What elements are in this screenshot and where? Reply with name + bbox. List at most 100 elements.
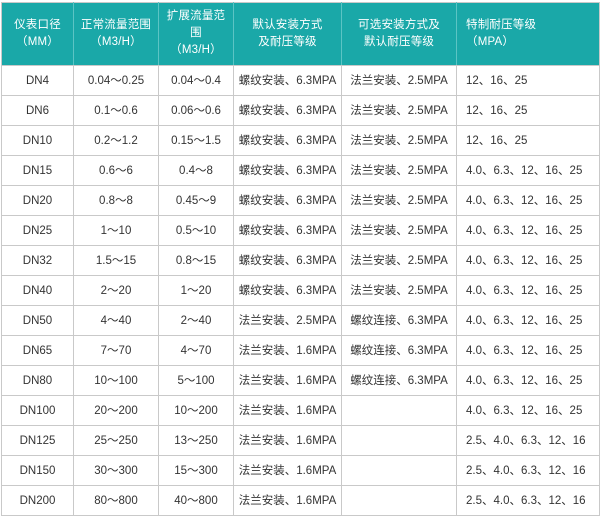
column-header-line: 特制耐压等级 bbox=[466, 18, 537, 31]
cell-normal-flow: 1～10 bbox=[73, 215, 159, 246]
column-header-line: 默认耐压等级 bbox=[363, 35, 435, 48]
cell-normal-flow: 0.6～6 bbox=[73, 155, 159, 186]
cell-caliber: DN100 bbox=[1, 395, 74, 426]
cell-default-install: 法兰安装、1.6MPA bbox=[233, 455, 342, 486]
table-row: DN15 0.6～6 0.4～8 螺纹安装、6.3MPA 法兰安装、2.5MPA 4.0、… bbox=[1, 155, 600, 186]
cell-special-pressure: 4.0、6.3、12、16、25 bbox=[456, 155, 600, 186]
cell-caliber: DN15 bbox=[1, 155, 74, 186]
cell-default-install: 法兰安装、1.6MPA bbox=[233, 365, 342, 396]
column-header-line: （MM） bbox=[16, 35, 59, 48]
cell-normal-flow: 25～250 bbox=[73, 425, 159, 456]
table-row: DN65 7～70 4～70 法兰安装、1.6MPA 螺纹连接、6.3MPA 4.0、6.… bbox=[1, 335, 600, 366]
cell-extended-flow: 40～800 bbox=[158, 485, 234, 516]
cell-default-install: 法兰安装、1.6MPA bbox=[233, 335, 342, 366]
table-row: DN80 10～100 5～100 法兰安装、1.6MPA 螺纹连接、6.3MPA 4.0… bbox=[1, 365, 600, 396]
cell-optional-install: 法兰安装、2.5MPA bbox=[341, 65, 457, 96]
cell-normal-flow: 7～70 bbox=[73, 335, 159, 366]
cell-optional-install: 螺纹连接、6.3MPA bbox=[341, 305, 457, 336]
column-header-line: 正常流量范围 bbox=[80, 18, 152, 31]
cell-normal-flow: 4～40 bbox=[73, 305, 159, 336]
cell-default-install: 螺纹安装、6.3MPA bbox=[233, 125, 342, 156]
table-row: DN25 1～10 0.5～10 螺纹安装、6.3MPA 法兰安装、2.5MPA 4.0、… bbox=[1, 215, 600, 246]
cell-extended-flow: 1～20 bbox=[158, 275, 234, 306]
cell-optional-install: 法兰安装、2.5MPA bbox=[341, 185, 457, 216]
cell-normal-flow: 0.2～1.2 bbox=[73, 125, 159, 156]
column-header-line: 及耐压等级 bbox=[258, 35, 317, 48]
cell-special-pressure: 4.0、6.3、12、16、25 bbox=[456, 275, 600, 306]
cell-extended-flow: 0.4～8 bbox=[158, 155, 234, 186]
cell-optional-install: 法兰安装、2.5MPA bbox=[341, 155, 457, 186]
column-header-line: 仪表口径 bbox=[14, 18, 61, 31]
table-row: DN200 80～800 40～800 法兰安装、1.6MPA 2.5、4.0、6.3… bbox=[1, 485, 600, 516]
cell-special-pressure: 12、16、25 bbox=[456, 65, 600, 96]
cell-caliber: DN125 bbox=[1, 425, 74, 456]
table-row: DN6 0.1～0.6 0.06～0.6 螺纹安装、6.3MPA 法兰安装、2.5MPA… bbox=[1, 95, 600, 126]
cell-caliber: DN200 bbox=[1, 485, 74, 516]
cell-special-pressure: 2.5、4.0、6.3、12、16 bbox=[456, 455, 600, 486]
column-header-caliber: 仪表口径 （MM） bbox=[1, 2, 74, 66]
column-header-line: （M3/H） bbox=[170, 44, 222, 56]
cell-optional-install: 螺纹连接、6.3MPA bbox=[341, 335, 457, 366]
table-row: DN125 25～250 13～250 法兰安装、1.6MPA 2.5、4.0、6.3… bbox=[1, 425, 600, 456]
cell-extended-flow: 5～100 bbox=[158, 365, 234, 396]
table-row: DN100 20～200 10～200 法兰安装、1.6MPA 4.0、6.3、12、… bbox=[1, 395, 600, 426]
table-row: DN20 0.8～8 0.45～9 螺纹安装、6.3MPA 法兰安装、2.5MPA 4.0… bbox=[1, 185, 600, 216]
cell-optional-install: 法兰安装、2.5MPA bbox=[341, 215, 457, 246]
cell-extended-flow: 0.8～15 bbox=[158, 245, 234, 276]
column-header-special-pressure: 特制耐压等级 （MPA） bbox=[456, 2, 600, 66]
table-header: 仪表口径 （MM） 正常流量范围 （M3/H） 扩展流量范围 （M3/H） 默认安装方… bbox=[1, 2, 600, 66]
cell-default-install: 螺纹安装、6.3MPA bbox=[233, 215, 342, 246]
cell-default-install: 螺纹安装、6.3MPA bbox=[233, 275, 342, 306]
cell-special-pressure: 4.0、6.3、12、16、25 bbox=[456, 305, 600, 336]
cell-special-pressure: 4.0、6.3、12、16、25 bbox=[456, 215, 600, 246]
cell-extended-flow: 0.5～10 bbox=[158, 215, 234, 246]
column-header-normal-flow: 正常流量范围 （M3/H） bbox=[73, 2, 159, 66]
cell-extended-flow: 0.45～9 bbox=[158, 185, 234, 216]
cell-optional-install: 法兰安装、2.5MPA bbox=[341, 95, 457, 126]
cell-special-pressure: 4.0、6.3、12、16、25 bbox=[456, 395, 600, 426]
cell-caliber: DN10 bbox=[1, 125, 74, 156]
cell-default-install: 螺纹安装、6.3MPA bbox=[233, 95, 342, 126]
cell-default-install: 螺纹安装、6.3MPA bbox=[233, 185, 342, 216]
cell-normal-flow: 1.5～15 bbox=[73, 245, 159, 276]
cell-caliber: DN32 bbox=[1, 245, 74, 276]
cell-default-install: 螺纹安装、6.3MPA bbox=[233, 65, 342, 96]
cell-normal-flow: 0.04～0.25 bbox=[73, 65, 159, 96]
cell-default-install: 螺纹安装、6.3MPA bbox=[233, 155, 342, 186]
cell-default-install: 法兰安装、1.6MPA bbox=[233, 425, 342, 456]
column-header-line: 默认安装方式 bbox=[252, 18, 323, 31]
cell-optional-install: 法兰安装、2.5MPA bbox=[341, 245, 457, 276]
cell-normal-flow: 0.1～0.6 bbox=[73, 95, 159, 126]
cell-extended-flow: 10～200 bbox=[158, 395, 234, 426]
cell-special-pressure: 12、16、25 bbox=[456, 125, 600, 156]
cell-optional-install: 法兰安装、2.5MPA bbox=[341, 275, 457, 306]
cell-caliber: DN50 bbox=[1, 305, 74, 336]
cell-normal-flow: 10～100 bbox=[73, 365, 159, 396]
cell-extended-flow: 15～300 bbox=[158, 455, 234, 486]
column-header-line: 扩展流量范围 bbox=[166, 10, 226, 39]
cell-optional-install bbox=[341, 455, 457, 486]
column-header-optional-install: 可选安装方式及 默认耐压等级 bbox=[341, 2, 457, 66]
table-row: DN150 30～300 15～300 法兰安装、1.6MPA 2.5、4.0、6.3… bbox=[1, 455, 600, 486]
cell-optional-install bbox=[341, 395, 457, 426]
table-row: DN10 0.2～1.2 0.15～1.5 螺纹安装、6.3MPA 法兰安装、2.5MP… bbox=[1, 125, 600, 156]
cell-optional-install bbox=[341, 485, 457, 516]
cell-caliber: DN40 bbox=[1, 275, 74, 306]
table-row: DN40 2～20 1～20 螺纹安装、6.3MPA 法兰安装、2.5MPA 4.0、6.… bbox=[1, 275, 600, 306]
cell-normal-flow: 30～300 bbox=[73, 455, 159, 486]
cell-optional-install: 法兰安装、2.5MPA bbox=[341, 125, 457, 156]
column-header-line: （MPA） bbox=[466, 35, 515, 48]
table-header-row: 仪表口径 （MM） 正常流量范围 （M3/H） 扩展流量范围 （M3/H） 默认安装方… bbox=[1, 2, 600, 66]
cell-extended-flow: 0.04～0.4 bbox=[158, 65, 234, 96]
cell-extended-flow: 0.15～1.5 bbox=[158, 125, 234, 156]
cell-special-pressure: 4.0、6.3、12、16、25 bbox=[456, 185, 600, 216]
cell-default-install: 螺纹安装、6.3MPA bbox=[233, 245, 342, 276]
table-body: DN4 0.04～0.25 0.04～0.4 螺纹安装、6.3MPA 法兰安装、2.5M… bbox=[1, 65, 600, 516]
cell-normal-flow: 80～800 bbox=[73, 485, 159, 516]
cell-special-pressure: 2.5、4.0、6.3、12、16 bbox=[456, 425, 600, 456]
cell-caliber: DN150 bbox=[1, 455, 74, 486]
cell-optional-install: 螺纹连接、6.3MPA bbox=[341, 365, 457, 396]
cell-special-pressure: 4.0、6.3、12、16、25 bbox=[456, 365, 600, 396]
